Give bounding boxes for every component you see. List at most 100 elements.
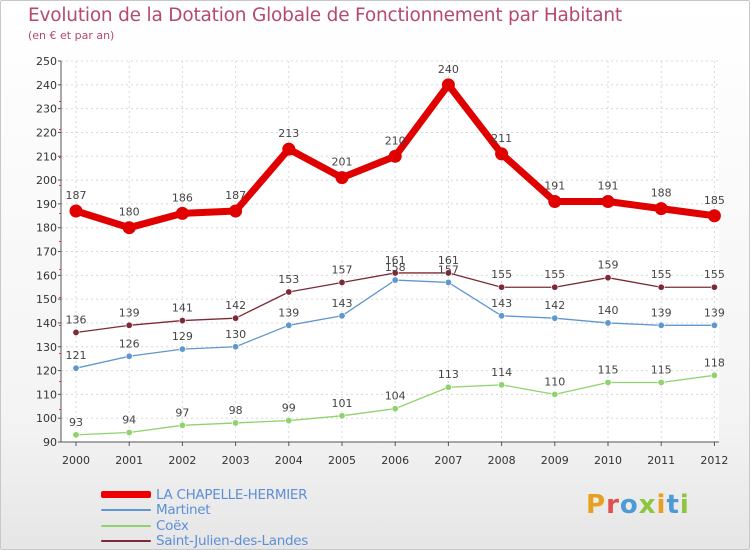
data-label: 110 bbox=[544, 375, 565, 388]
x-tick-label: 2009 bbox=[541, 454, 569, 467]
data-label: 115 bbox=[651, 363, 672, 376]
data-label: 240 bbox=[438, 63, 459, 76]
legend-label: Coëx bbox=[156, 517, 189, 534]
y-tick-label: 220 bbox=[36, 126, 57, 139]
data-point bbox=[391, 276, 399, 284]
legend-item-coex[interactable]: Coëx bbox=[101, 518, 308, 534]
logo-letter: P bbox=[586, 490, 607, 520]
data-point bbox=[285, 321, 293, 329]
logo-letter: x bbox=[638, 490, 657, 520]
data-point bbox=[604, 319, 612, 327]
data-point bbox=[125, 352, 133, 360]
data-label: 187 bbox=[66, 189, 87, 202]
data-point bbox=[391, 269, 399, 277]
data-point bbox=[601, 194, 615, 208]
y-tick-label: 150 bbox=[36, 293, 57, 306]
data-point bbox=[444, 383, 452, 391]
data-point bbox=[338, 278, 346, 286]
data-label: 142 bbox=[544, 299, 565, 312]
data-label: 191 bbox=[598, 179, 619, 192]
x-tick-label: 2005 bbox=[328, 454, 356, 467]
data-point bbox=[285, 288, 293, 296]
legend-swatch bbox=[101, 540, 151, 543]
data-label: 141 bbox=[172, 302, 193, 315]
data-label: 139 bbox=[704, 306, 725, 319]
x-tick-label: 2006 bbox=[381, 454, 409, 467]
data-point bbox=[338, 312, 346, 320]
data-label: 130 bbox=[225, 328, 246, 341]
y-tick-label: 110 bbox=[36, 388, 57, 401]
proxiti-logo[interactable]: Proxiti bbox=[586, 490, 690, 520]
data-point bbox=[495, 147, 509, 161]
y-tick-label: 140 bbox=[36, 317, 57, 330]
data-label: 129 bbox=[172, 330, 193, 343]
data-point bbox=[178, 345, 186, 353]
legend-swatch bbox=[101, 524, 151, 527]
data-label: 157 bbox=[332, 263, 353, 276]
y-tick-label: 170 bbox=[36, 246, 57, 259]
data-label: 155 bbox=[651, 268, 672, 281]
data-point bbox=[72, 431, 80, 439]
data-label: 157 bbox=[438, 263, 459, 276]
y-tick-label: 200 bbox=[36, 174, 57, 187]
y-tick-label: 90 bbox=[43, 436, 57, 449]
legend-label: LA CHAPELLE-HERMIER bbox=[156, 486, 308, 503]
data-label: 139 bbox=[278, 306, 299, 319]
data-point bbox=[710, 371, 718, 379]
data-point bbox=[654, 202, 668, 216]
data-point bbox=[604, 274, 612, 282]
data-label: 191 bbox=[544, 179, 565, 192]
legend-item-saint-julien-des-landes[interactable]: Saint-Julien-des-Landes bbox=[101, 533, 308, 550]
data-point bbox=[551, 390, 559, 398]
data-point bbox=[122, 221, 136, 235]
y-tick-label: 250 bbox=[36, 55, 57, 68]
data-label: 210 bbox=[385, 134, 406, 147]
data-point bbox=[657, 378, 665, 386]
logo-letter: o bbox=[619, 490, 639, 520]
data-point bbox=[175, 206, 189, 220]
x-tick-label: 2008 bbox=[488, 454, 516, 467]
data-point bbox=[444, 269, 452, 277]
data-label: 187 bbox=[225, 189, 246, 202]
legend: LA CHAPELLE-HERMIER Martinet Coëx Saint-… bbox=[101, 487, 308, 549]
data-label: 185 bbox=[704, 194, 725, 207]
chart-subtitle: (en € et par an) bbox=[28, 29, 115, 42]
data-label: 139 bbox=[651, 306, 672, 319]
data-label: 155 bbox=[491, 268, 512, 281]
data-point bbox=[657, 321, 665, 329]
data-label: 93 bbox=[69, 416, 83, 429]
data-label: 113 bbox=[438, 368, 459, 381]
y-tick-label: 210 bbox=[36, 150, 57, 163]
data-label: 121 bbox=[66, 349, 87, 362]
data-label: 104 bbox=[385, 390, 406, 403]
y-tick-label: 230 bbox=[36, 103, 57, 116]
data-label: 140 bbox=[598, 304, 619, 317]
data-label: 161 bbox=[385, 254, 406, 267]
data-label: 180 bbox=[119, 206, 140, 219]
data-point bbox=[125, 428, 133, 436]
y-tick-label: 120 bbox=[36, 365, 57, 378]
data-point bbox=[551, 283, 559, 291]
logo-letter: r bbox=[606, 490, 620, 520]
legend-item-la-chapelle-hermier[interactable]: LA CHAPELLE-HERMIER bbox=[101, 487, 308, 503]
data-point bbox=[232, 343, 240, 351]
data-label: 115 bbox=[598, 363, 619, 376]
data-label: 158 bbox=[385, 261, 406, 274]
data-point bbox=[707, 209, 721, 223]
data-label: 161 bbox=[438, 254, 459, 267]
x-tick-label: 2007 bbox=[434, 454, 462, 467]
data-point bbox=[498, 312, 506, 320]
plot-area bbox=[61, 61, 719, 442]
data-label: 98 bbox=[229, 404, 243, 417]
data-point bbox=[335, 171, 349, 185]
logo-letter: i bbox=[656, 490, 667, 520]
data-point bbox=[391, 405, 399, 413]
data-label: 139 bbox=[119, 306, 140, 319]
data-point bbox=[69, 204, 83, 218]
data-label: 126 bbox=[119, 337, 140, 350]
legend-label: Saint-Julien-des-Landes bbox=[156, 533, 308, 550]
data-point bbox=[232, 419, 240, 427]
legend-item-martinet[interactable]: Martinet bbox=[101, 502, 308, 518]
data-label: 99 bbox=[282, 402, 296, 415]
